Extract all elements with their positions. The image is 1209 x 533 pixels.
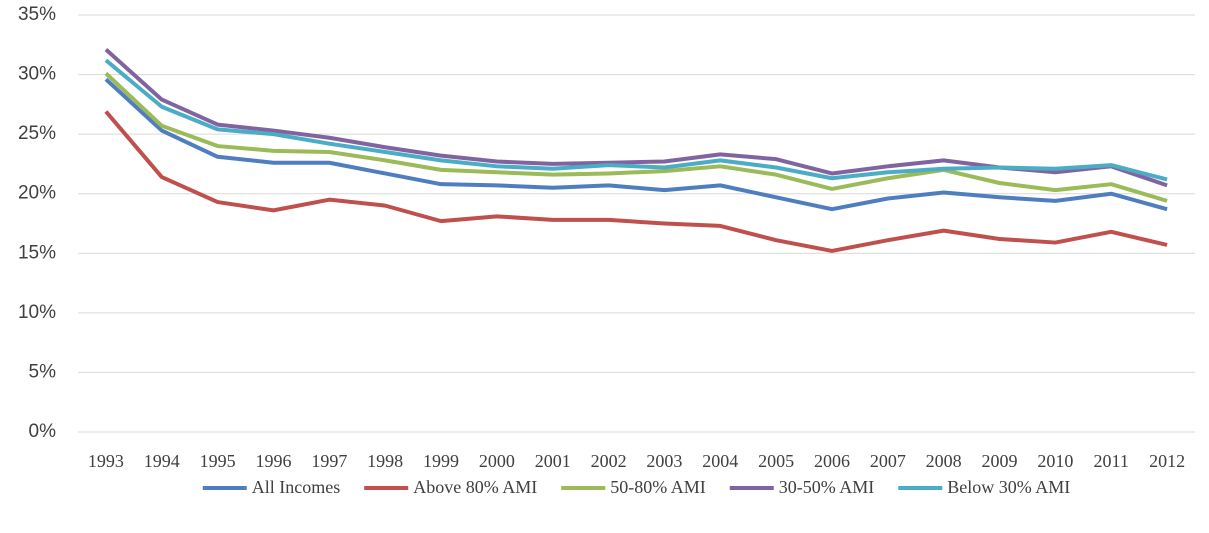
x-tick-label: 2003 xyxy=(646,451,682,471)
series-line xyxy=(104,110,1168,253)
x-tick-label: 2002 xyxy=(591,451,627,471)
x-tick-label: 2012 xyxy=(1149,451,1185,471)
x-tick-label: 2011 xyxy=(1094,451,1129,471)
x-tick-label: 2005 xyxy=(758,451,794,471)
legend-label: All Incomes xyxy=(252,477,340,497)
series-line xyxy=(104,58,1168,182)
legend-label: Above 80% AMI xyxy=(413,477,537,497)
x-tick-label: 2007 xyxy=(870,451,906,471)
x-tick-label: 2000 xyxy=(479,451,515,471)
y-tick-label: 25% xyxy=(18,123,56,144)
x-tick-label: 1994 xyxy=(144,451,180,471)
series-line xyxy=(104,71,1168,203)
x-tick-label: 1999 xyxy=(423,451,459,471)
y-tick-label: 0% xyxy=(29,421,57,442)
x-tick-label: 1993 xyxy=(88,451,124,471)
y-tick-label: 10% xyxy=(18,302,56,323)
legend-label: 30-50% AMI xyxy=(779,477,875,497)
x-tick-label: 2010 xyxy=(1037,451,1073,471)
x-tick-label: 1995 xyxy=(200,451,236,471)
legend-label: 50-80% AMI xyxy=(610,477,706,497)
x-tick-label: 2008 xyxy=(926,451,962,471)
y-tick-label: 15% xyxy=(18,242,56,263)
y-tick-label: 5% xyxy=(29,361,57,382)
y-tick-label: 30% xyxy=(18,64,56,85)
legend-label: Below 30% AMI xyxy=(947,477,1070,497)
x-tick-label: 2009 xyxy=(982,451,1018,471)
x-tick-label: 1998 xyxy=(367,451,403,471)
x-tick-label: 1997 xyxy=(311,451,347,471)
y-tick-label: 35% xyxy=(18,4,56,25)
x-tick-label: 2006 xyxy=(814,451,850,471)
x-tick-label: 1996 xyxy=(255,451,291,471)
x-tick-label: 2004 xyxy=(702,451,738,471)
x-tick-label: 2001 xyxy=(535,451,571,471)
series-line xyxy=(104,77,1168,212)
y-tick-label: 20% xyxy=(18,183,56,204)
